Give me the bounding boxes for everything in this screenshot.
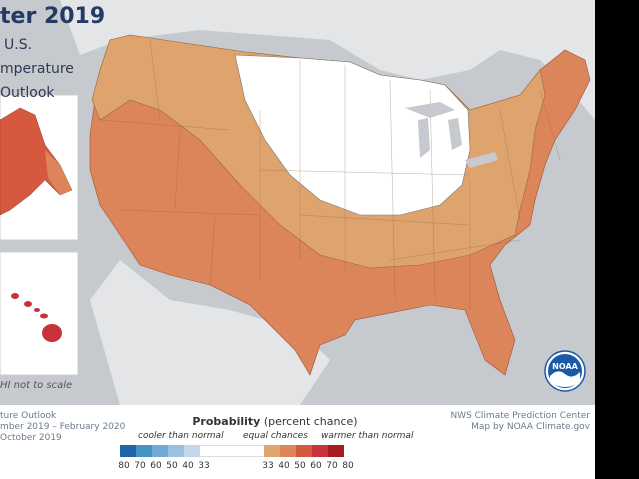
legend-tick-warm: 40 xyxy=(278,461,290,471)
legend-swatch xyxy=(152,445,168,457)
legend-swatch xyxy=(136,445,152,457)
hawaii-scale-note: HI not to scale xyxy=(0,380,73,391)
legend-tick-cool: 80 xyxy=(118,461,130,471)
title-line-3: Outlook xyxy=(0,85,55,101)
legend-tick-cool: 50 xyxy=(166,461,178,471)
footer-left-line-3: October 2019 xyxy=(0,433,62,443)
state-boundaries xyxy=(99,39,561,310)
legend-swatch xyxy=(264,445,280,457)
legend-label-equal: equal chances xyxy=(243,431,308,441)
title-line-1: U.S. xyxy=(4,37,33,53)
legend-title: Probability (percent chance) xyxy=(120,415,430,428)
noaa-logo: NOAA xyxy=(544,350,586,396)
legend-tick-warm: 60 xyxy=(310,461,322,471)
legend-tick-cool: 70 xyxy=(134,461,146,471)
legend-label-warmer: warmer than normal xyxy=(321,431,414,441)
footer-left-line-1: ture Outlook xyxy=(0,411,57,421)
region-equal-chances xyxy=(234,54,471,216)
legend-tick-cool: 60 xyxy=(150,461,162,471)
legend-title-rest: (percent chance) xyxy=(260,415,358,428)
footer-credit-map: Map by NOAA Climate.gov xyxy=(471,422,590,432)
legend-color-bar xyxy=(120,445,344,457)
legend-tick-warm: 50 xyxy=(294,461,306,471)
map-title: ter 2019 xyxy=(0,4,106,29)
great-lakes xyxy=(405,102,498,168)
region-alaska-southeast xyxy=(45,150,72,195)
title-line-2: mperature xyxy=(0,61,74,77)
legend-swatch xyxy=(280,445,296,457)
legend-tick-warm: 80 xyxy=(342,461,354,471)
legend-label-cooler: cooler than normal xyxy=(138,431,224,441)
region-hawaii xyxy=(11,293,62,342)
footer-right: NWS Climate Prediction Center Map by NOA… xyxy=(450,411,590,433)
legend-swatch xyxy=(120,445,136,457)
legend-tick-cool: 40 xyxy=(182,461,194,471)
legend-swatch-equal xyxy=(200,445,264,457)
legend-swatch xyxy=(184,445,200,457)
legend-tick-warm: 70 xyxy=(326,461,338,471)
legend-swatch xyxy=(168,445,184,457)
legend-swatch xyxy=(312,445,328,457)
canada-landmass xyxy=(60,0,595,120)
footer-left-line-2: mber 2019 – February 2020 xyxy=(0,422,126,432)
legend-tick-warm: 33 xyxy=(262,461,274,471)
footer-background xyxy=(0,405,595,479)
legend-swatch xyxy=(296,445,312,457)
hawaii-inset xyxy=(0,251,79,376)
right-border xyxy=(595,0,639,479)
legend-title-bold: Probability xyxy=(192,415,261,428)
footer-left: ture Outlook mber 2019 – February 2020 O… xyxy=(0,411,125,444)
legend-swatch xyxy=(328,445,344,457)
mexico-landmass xyxy=(90,260,330,405)
legend-tick-cool: 33 xyxy=(198,461,210,471)
footer-credit-cpc: NWS Climate Prediction Center xyxy=(450,411,590,421)
noaa-logo-text: NOAA xyxy=(552,362,578,371)
